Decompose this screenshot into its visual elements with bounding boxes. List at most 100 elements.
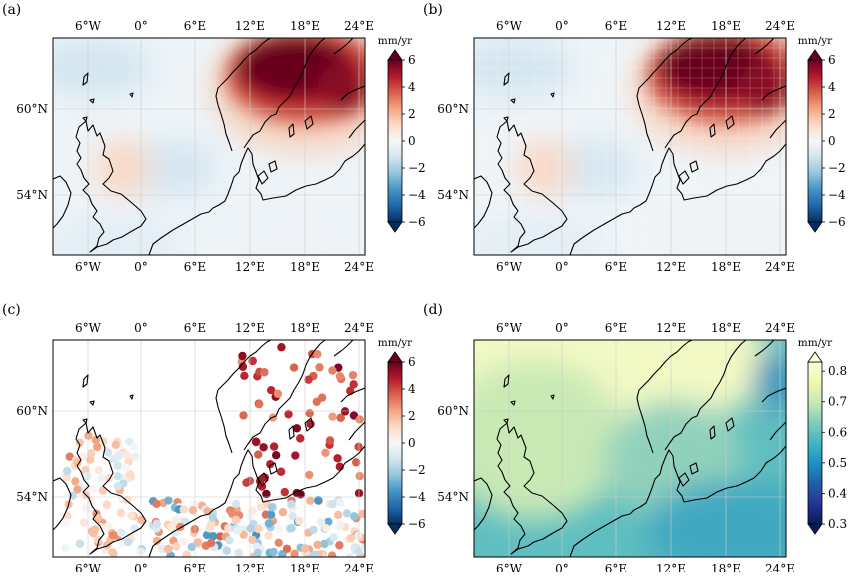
station-point xyxy=(266,510,276,519)
station-point xyxy=(187,542,197,552)
lon-tick-bottom: 18°E xyxy=(711,562,741,572)
colorbar-tick: −2 xyxy=(408,463,426,477)
colorbar-tick: 2 xyxy=(408,409,416,423)
station-point xyxy=(125,469,135,479)
lon-tick-bottom: 6°W xyxy=(496,562,523,572)
panel-c: (c) 6°W 6°W 0° 0° 6°E 6°E 12°E 12°E 18°E 18°E 24°E 2… xyxy=(2,302,426,576)
panel-label: (c) xyxy=(2,302,21,318)
station-point xyxy=(102,500,112,510)
station-point xyxy=(287,524,296,533)
lat-tick: 54°N xyxy=(437,490,469,504)
lon-tick-bottom: 12°E xyxy=(235,562,265,572)
station-point xyxy=(93,442,102,452)
station-point xyxy=(84,431,93,440)
station-point xyxy=(122,463,131,472)
station-point xyxy=(345,552,354,557)
station-point xyxy=(182,550,191,557)
station-point xyxy=(333,510,343,520)
lat-tick: 54°N xyxy=(437,188,469,202)
station-point xyxy=(324,517,333,527)
station-point xyxy=(335,541,344,550)
station-point xyxy=(123,537,133,547)
station-point xyxy=(164,496,173,505)
station-point xyxy=(296,490,305,499)
station-point xyxy=(238,362,248,371)
panel-label: (b) xyxy=(423,2,443,18)
lon-tick-bottom: 12°E xyxy=(235,260,265,274)
station-point xyxy=(251,437,261,446)
lon-tick-bottom: 12°E xyxy=(656,260,686,274)
station-point xyxy=(167,522,176,532)
station-point xyxy=(333,454,342,463)
station-point xyxy=(353,531,363,540)
station-point xyxy=(288,511,297,521)
station-point xyxy=(269,442,279,451)
station-point xyxy=(75,539,85,548)
lon-tick-bottom: 6°E xyxy=(184,260,206,274)
lon-tick-top: 0° xyxy=(555,19,569,33)
station-point xyxy=(61,518,71,527)
station-point xyxy=(280,487,289,497)
station-point xyxy=(278,507,288,517)
station-point xyxy=(239,411,248,420)
station-point xyxy=(273,389,283,399)
lon-tick-bottom: 6°W xyxy=(75,260,102,274)
station-point xyxy=(255,399,264,409)
station-point xyxy=(91,435,101,445)
lon-tick-top: 6°E xyxy=(184,19,206,33)
station-point xyxy=(290,549,299,557)
station-point xyxy=(242,478,251,487)
lon-tick-top: 12°E xyxy=(656,19,686,33)
station-point xyxy=(352,458,361,467)
colorbar-tick: −2 xyxy=(828,161,846,175)
station-point xyxy=(328,412,337,421)
colorbar-extend-max xyxy=(387,351,403,363)
station-point xyxy=(276,467,286,476)
colorbar-unit: mm/yr xyxy=(378,35,413,47)
station-point xyxy=(93,513,103,523)
station-point xyxy=(73,485,82,494)
station-point xyxy=(350,512,359,521)
station-point xyxy=(310,550,319,557)
station-point xyxy=(321,448,330,458)
colorbar-tick: 2 xyxy=(408,107,416,121)
lon-tick-top: 24°E xyxy=(765,19,795,33)
lon-tick-top: 6°E xyxy=(605,321,627,335)
colorbar-tick: −4 xyxy=(828,188,846,202)
lon-tick-bottom: 18°E xyxy=(290,260,320,274)
station-point xyxy=(248,535,257,545)
colorbar-tick: 0.3 xyxy=(828,517,847,531)
lon-tick-bottom: 24°E xyxy=(344,260,374,274)
station-point xyxy=(63,466,72,476)
station-point xyxy=(320,539,329,549)
station-point xyxy=(305,409,314,418)
colorbar: mm/yr 0.8 0.7 0.6 0.5 0.4 0.3 xyxy=(798,337,847,535)
station-point xyxy=(271,451,281,460)
lat-tick: 54°N xyxy=(16,490,48,504)
station-point xyxy=(335,372,345,381)
lon-tick-top: 6°E xyxy=(184,321,206,335)
data-field xyxy=(53,38,365,255)
station-point xyxy=(75,438,85,447)
station-point xyxy=(122,450,131,460)
lon-tick-top: 6°E xyxy=(605,19,627,33)
lon-tick-bottom: 6°E xyxy=(605,260,627,274)
station-point xyxy=(97,474,106,483)
lon-tick-bottom: 18°E xyxy=(711,260,741,274)
station-point xyxy=(171,515,181,525)
station-point xyxy=(90,525,100,534)
lon-tick-bottom: 24°E xyxy=(765,260,795,274)
station-point xyxy=(179,505,189,514)
lon-tick-top: 0° xyxy=(134,321,148,335)
lon-tick-top: 24°E xyxy=(344,19,374,33)
station-point xyxy=(291,451,300,460)
station-point xyxy=(317,393,327,402)
lon-tick-top: 0° xyxy=(555,321,569,335)
colorbar-tick: 0.6 xyxy=(828,425,847,439)
lon-tick-top: 6°W xyxy=(496,19,523,33)
panel-label: (a) xyxy=(2,2,21,18)
colorbar-tick: −6 xyxy=(408,517,426,531)
station-point xyxy=(295,516,304,526)
colorbar-extend-max xyxy=(387,49,403,61)
station-point xyxy=(354,442,363,452)
